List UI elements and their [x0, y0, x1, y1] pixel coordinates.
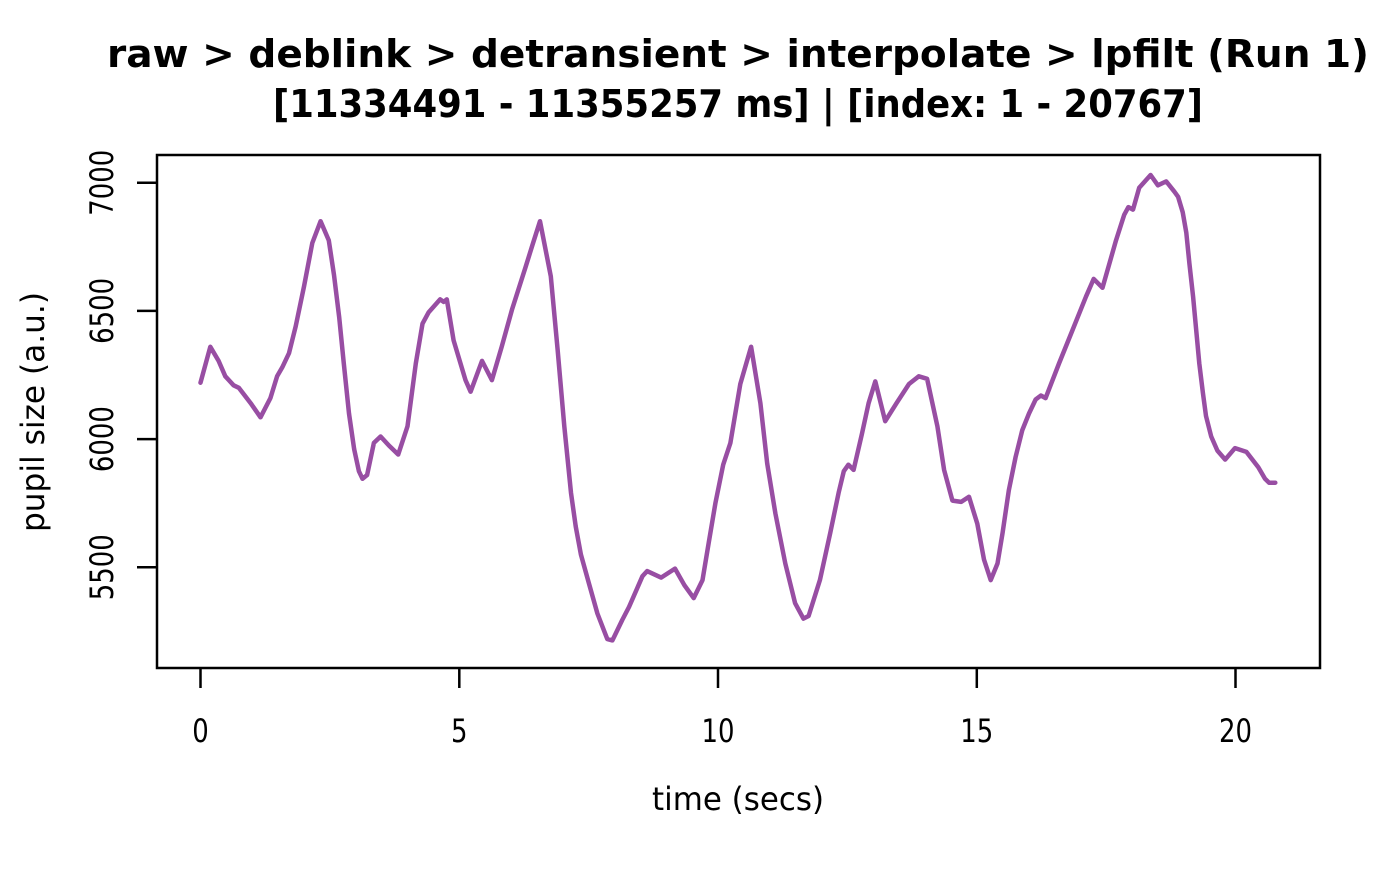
pupil-size-line: [198, 172, 1278, 643]
x-tick-label-0: 0: [192, 712, 209, 750]
chart-subtitle: [11334491 - 11355257 ms] | [index: 1 - 2…: [273, 82, 1203, 127]
x-tick-label-15: 15: [960, 712, 993, 750]
x-tick-label-10: 10: [702, 712, 735, 750]
chart-title: raw > deblink > detransient > interpolat…: [107, 32, 1369, 76]
plot-area: [198, 172, 1278, 643]
plot-border: [155, 153, 1322, 670]
x-axis-ticks: 0 5 10 15 20: [192, 668, 1252, 750]
y-tick-label-5500: 5500: [83, 534, 121, 600]
x-tick-label-5: 5: [451, 712, 468, 750]
y-tick-label-6500: 6500: [83, 278, 121, 344]
y-axis-ticks: 5500 6000 6500 7000: [83, 150, 157, 600]
y-tick-label-6000: 6000: [83, 406, 121, 472]
y-tick-label-7000: 7000: [83, 150, 121, 216]
x-tick-label-20: 20: [1219, 712, 1252, 750]
x-axis-label: time (secs): [652, 780, 824, 818]
y-axis-label: pupil size (a.u.): [14, 292, 52, 532]
